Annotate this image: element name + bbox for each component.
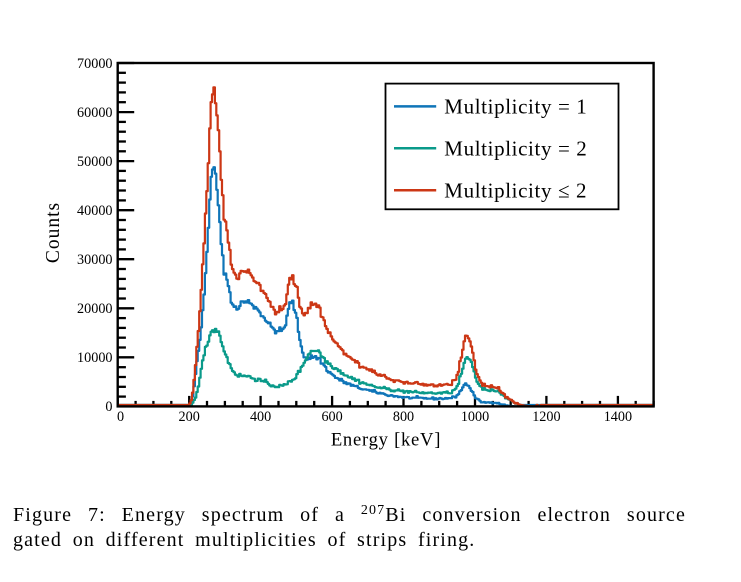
svg-text:400: 400 [250,409,271,425]
svg-text:20000: 20000 [77,301,112,317]
svg-text:70000: 70000 [77,56,112,72]
svg-text:0: 0 [105,399,112,415]
svg-text:Multiplicity = 2: Multiplicity = 2 [444,136,587,160]
svg-text:30000: 30000 [77,252,112,268]
svg-text:1200: 1200 [532,409,560,425]
svg-text:40000: 40000 [77,203,112,219]
svg-text:1400: 1400 [604,409,632,425]
svg-text:800: 800 [393,409,414,425]
svg-text:50000: 50000 [77,154,112,170]
svg-text:60000: 60000 [77,105,112,121]
svg-text:600: 600 [321,409,342,425]
svg-text:1000: 1000 [461,409,489,425]
svg-text:200: 200 [179,409,200,425]
svg-text:Energy [keV]: Energy [keV] [331,429,441,450]
svg-text:Multiplicity = 1: Multiplicity = 1 [444,95,587,119]
svg-text:Counts: Counts [43,202,64,263]
svg-text:Multiplicity ≤ 2: Multiplicity ≤ 2 [444,179,587,203]
svg-text:0: 0 [117,409,124,425]
svg-text:10000: 10000 [77,350,112,366]
